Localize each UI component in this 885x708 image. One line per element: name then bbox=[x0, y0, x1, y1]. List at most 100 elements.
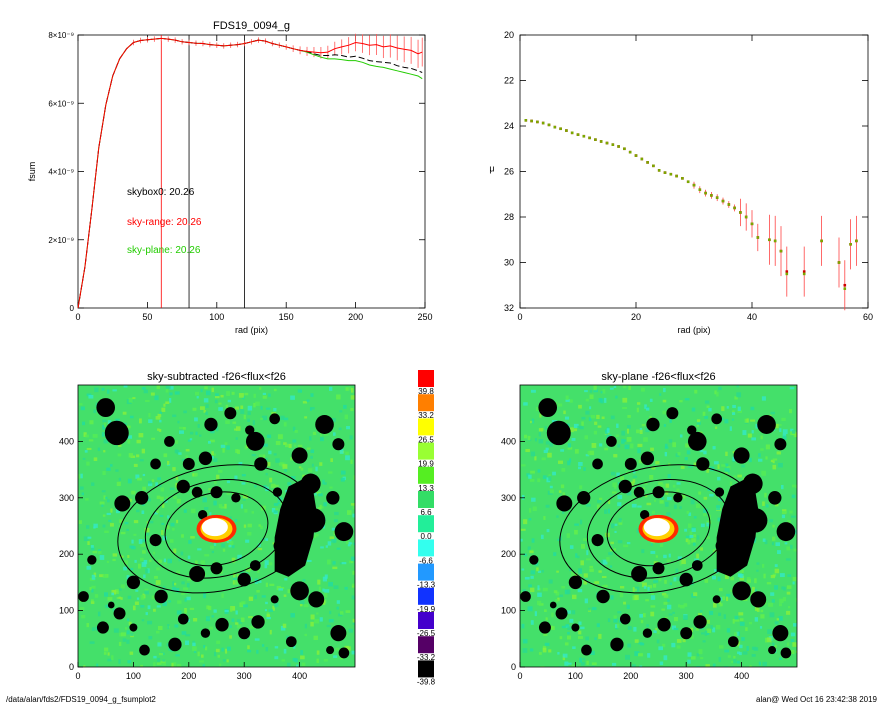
noise-pixel bbox=[165, 401, 170, 405]
noise-pixel bbox=[265, 582, 269, 587]
noise-pixel bbox=[573, 428, 578, 432]
noise-pixel bbox=[597, 499, 602, 503]
noise-pixel bbox=[80, 406, 85, 411]
noise-pixel bbox=[574, 573, 578, 577]
noise-pixel bbox=[662, 643, 666, 648]
noise-pixel bbox=[556, 570, 559, 573]
noise-pixel bbox=[293, 644, 296, 649]
noise-pixel bbox=[266, 434, 272, 438]
noise-pixel bbox=[226, 391, 230, 397]
noise-pixel bbox=[623, 601, 626, 605]
noise-pixel bbox=[139, 557, 144, 561]
noise-pixel bbox=[127, 435, 133, 439]
masked-source bbox=[633, 486, 645, 498]
noise-pixel bbox=[257, 543, 261, 547]
noise-pixel bbox=[226, 480, 231, 484]
noise-pixel bbox=[791, 430, 796, 434]
data-point bbox=[843, 283, 847, 287]
masked-source bbox=[245, 431, 265, 451]
noise-pixel bbox=[181, 458, 187, 462]
noise-pixel bbox=[332, 561, 336, 565]
noise-pixel bbox=[182, 426, 186, 430]
noise-pixel bbox=[672, 611, 675, 614]
data-point bbox=[710, 194, 713, 197]
noise-pixel bbox=[165, 388, 169, 393]
noise-pixel bbox=[551, 612, 554, 618]
noise-pixel bbox=[142, 473, 146, 477]
noise-pixel bbox=[350, 407, 354, 412]
colorbar-swatch bbox=[418, 539, 434, 557]
noise-pixel bbox=[106, 389, 110, 394]
masked-source bbox=[129, 623, 138, 632]
noise-pixel bbox=[544, 642, 550, 646]
noise-pixel bbox=[339, 562, 342, 565]
noise-pixel bbox=[118, 477, 122, 481]
panel-title: sky-subtracted -f26<flux<f26 bbox=[147, 371, 286, 383]
noise-pixel bbox=[208, 488, 212, 491]
noise-pixel bbox=[541, 457, 546, 461]
noise-pixel bbox=[737, 406, 741, 412]
masked-source bbox=[693, 615, 707, 629]
noise-pixel bbox=[272, 542, 276, 545]
noise-pixel bbox=[229, 625, 232, 628]
y-tick-label: 32 bbox=[504, 303, 514, 313]
noise-pixel bbox=[199, 406, 205, 410]
noise-pixel bbox=[349, 542, 353, 545]
noise-pixel bbox=[243, 604, 248, 608]
noise-pixel bbox=[613, 385, 617, 389]
noise-pixel bbox=[626, 428, 629, 434]
noise-pixel bbox=[111, 655, 114, 661]
noise-pixel bbox=[715, 624, 721, 630]
noise-pixel bbox=[321, 506, 324, 509]
noise-pixel bbox=[181, 534, 184, 538]
noise-pixel bbox=[601, 585, 607, 588]
noise-pixel bbox=[122, 638, 127, 642]
noise-pixel bbox=[328, 471, 333, 474]
noise-pixel bbox=[688, 523, 692, 528]
noise-pixel bbox=[233, 572, 236, 578]
masked-source bbox=[200, 628, 211, 638]
masked-source bbox=[568, 575, 583, 590]
masked-source bbox=[238, 627, 251, 640]
noise-pixel bbox=[586, 550, 589, 556]
noise-pixel bbox=[538, 439, 544, 444]
noise-pixel bbox=[254, 638, 260, 641]
noise-pixel bbox=[585, 578, 588, 582]
noise-pixel bbox=[90, 545, 94, 548]
noise-pixel bbox=[600, 398, 604, 404]
noise-pixel bbox=[649, 416, 652, 420]
noise-pixel bbox=[232, 544, 235, 549]
noise-pixel bbox=[591, 442, 597, 448]
noise-pixel bbox=[155, 482, 158, 487]
noise-pixel bbox=[167, 600, 172, 603]
noise-pixel bbox=[135, 589, 139, 592]
noise-pixel bbox=[585, 454, 590, 457]
x-tick-label: 0 bbox=[517, 671, 522, 681]
y-tick-label: 200 bbox=[501, 549, 516, 559]
noise-pixel bbox=[141, 619, 145, 622]
noise-pixel bbox=[186, 596, 191, 601]
noise-pixel bbox=[270, 483, 276, 488]
y-tick-label: 2×10⁻⁹ bbox=[48, 236, 74, 245]
noise-pixel bbox=[611, 662, 617, 666]
noise-pixel bbox=[686, 511, 690, 514]
noise-pixel bbox=[147, 605, 151, 610]
noise-pixel bbox=[578, 621, 582, 625]
noise-pixel bbox=[322, 525, 325, 529]
noise-pixel bbox=[185, 634, 191, 637]
noise-pixel bbox=[641, 549, 645, 554]
noise-pixel bbox=[774, 585, 779, 590]
noise-pixel bbox=[143, 389, 148, 394]
noise-pixel bbox=[626, 436, 632, 442]
noise-pixel bbox=[232, 577, 237, 581]
noise-pixel bbox=[706, 632, 710, 636]
masked-source bbox=[639, 509, 650, 520]
noise-pixel bbox=[89, 641, 95, 644]
noise-pixel bbox=[158, 484, 162, 487]
noise-pixel bbox=[205, 411, 208, 415]
noise-pixel bbox=[794, 620, 797, 623]
noise-pixel bbox=[521, 464, 526, 467]
noise-pixel bbox=[224, 503, 227, 509]
noise-pixel bbox=[712, 549, 717, 553]
noise-pixel bbox=[90, 601, 95, 604]
